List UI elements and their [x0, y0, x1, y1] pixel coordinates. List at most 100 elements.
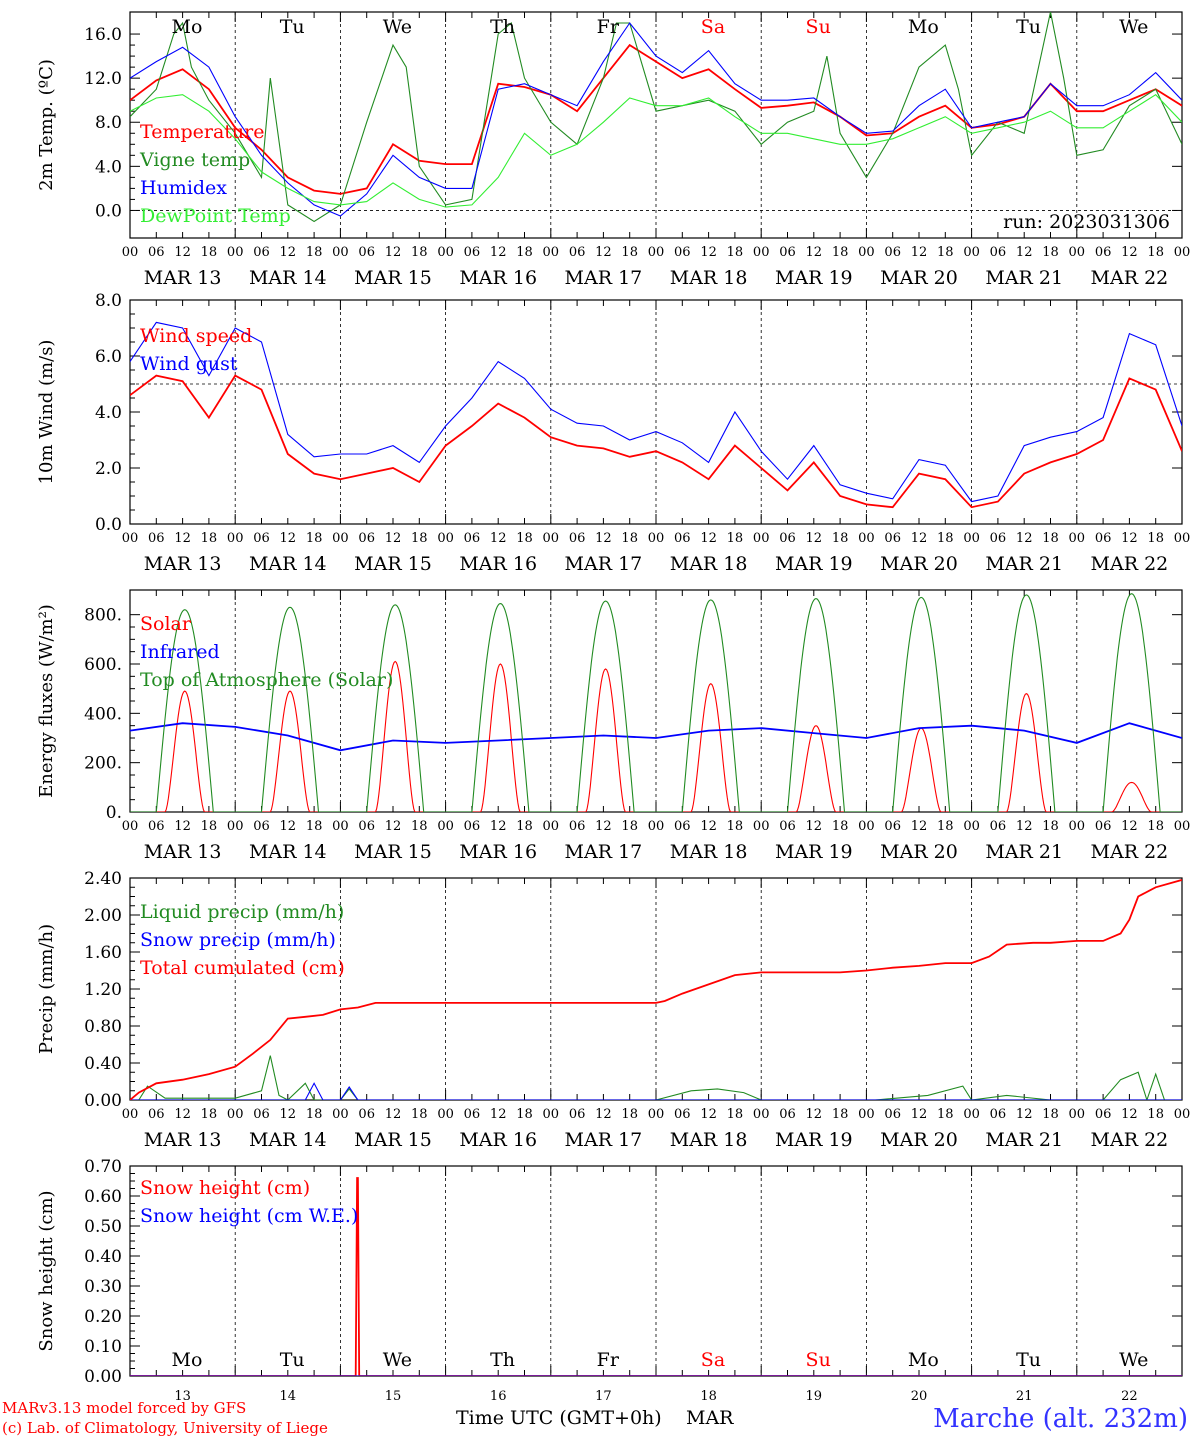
weekday-label: Fr — [597, 1349, 620, 1371]
day-label: MAR 15 — [354, 841, 432, 863]
y-tick-label: 16.0 — [84, 25, 122, 45]
hour-tick-label: 12 — [806, 531, 823, 546]
hour-tick-label: 18 — [411, 1107, 428, 1122]
hour-tick-label: 06 — [674, 819, 691, 834]
hour-tick-label: 00 — [332, 1107, 349, 1122]
y-tick-label: 0.00 — [84, 1367, 122, 1387]
hour-tick-label: 18 — [516, 819, 533, 834]
footer-lab: (c) Lab. of Climatology, University of L… — [2, 1419, 328, 1437]
hour-tick-label: 06 — [990, 819, 1007, 834]
hour-tick-label: 00 — [543, 819, 560, 834]
day-number-label: 20 — [911, 1389, 928, 1404]
y-tick-label: 0.0 — [95, 201, 122, 221]
series-line-temperature — [130, 43, 1182, 195]
weekday-label: Su — [806, 1349, 831, 1371]
hour-tick-label: 00 — [437, 531, 454, 546]
weekday-label: Th — [490, 1349, 515, 1371]
day-label: MAR 17 — [565, 267, 643, 289]
day-label: MAR 20 — [880, 553, 958, 575]
hour-tick-label: 12 — [490, 819, 507, 834]
hour-tick-label: 18 — [201, 245, 218, 260]
day-number-label: 13 — [174, 1389, 191, 1404]
hour-tick-label: 00 — [858, 245, 875, 260]
hour-tick-label: 12 — [1016, 245, 1033, 260]
hour-tick-label: 00 — [122, 245, 139, 260]
hour-tick-label: 18 — [1042, 819, 1059, 834]
hour-tick-label: 00 — [122, 819, 139, 834]
hour-tick-label: 00 — [648, 1107, 665, 1122]
hour-tick-label: 12 — [911, 531, 928, 546]
hour-tick-label: 06 — [464, 245, 481, 260]
hour-tick-label: 18 — [937, 245, 954, 260]
hour-tick-label: 12 — [595, 1107, 612, 1122]
day-label: MAR 13 — [144, 267, 222, 289]
day-label: MAR 22 — [1091, 1129, 1169, 1151]
hour-tick-label: 06 — [990, 245, 1007, 260]
weekday-label: Mo — [172, 16, 203, 38]
panel-2: 0.0 2.0 4.0 6.0 8.0 10m Wind (m/s) Wind speed W… — [36, 291, 1190, 575]
hour-tick-label: 12 — [595, 819, 612, 834]
series-line-vigne-temp — [130, 12, 1182, 223]
day-label: MAR 21 — [985, 1129, 1063, 1151]
day-number-label: 22 — [1121, 1389, 1138, 1404]
series-group — [130, 12, 1182, 223]
day-label: MAR 18 — [670, 553, 748, 575]
series-line-wind-speed — [130, 374, 1182, 509]
hour-tick-label: 12 — [1016, 1107, 1033, 1122]
hour-tick-label: 12 — [385, 819, 402, 834]
hour-tick-label: 12 — [174, 819, 191, 834]
day-label: MAR 22 — [1091, 267, 1169, 289]
day-label: MAR 16 — [459, 553, 537, 575]
hour-tick-label: 06 — [674, 1107, 691, 1122]
hour-tick-label: 12 — [595, 531, 612, 546]
legend-entry: Top of Atmosphere (Solar) — [140, 669, 393, 691]
hour-tick-label: 12 — [280, 245, 297, 260]
weekday-label: Sa — [701, 1349, 725, 1371]
day-label: MAR 17 — [565, 841, 643, 863]
run-label: run: 2023031306 — [1003, 211, 1170, 233]
hour-tick-label: 06 — [253, 819, 270, 834]
hour-tick-label: 00 — [648, 819, 665, 834]
y-tick-label: 2.00 — [84, 906, 122, 926]
hour-tick-label: 12 — [174, 245, 191, 260]
series-group — [130, 1177, 1182, 1376]
series-line-dewpoint-temp — [130, 93, 1182, 208]
y-tick-label: 0.40 — [84, 1247, 122, 1267]
hour-tick-label: 18 — [621, 245, 638, 260]
day-label: MAR 13 — [144, 553, 222, 575]
y-tick-label: 600. — [84, 655, 122, 675]
hour-tick-label: 18 — [727, 531, 744, 546]
hour-tick-label: 18 — [621, 531, 638, 546]
day-number-label: 15 — [385, 1389, 402, 1404]
hour-tick-label: 00 — [963, 245, 980, 260]
day-label: MAR 15 — [354, 553, 432, 575]
hour-tick-label: 00 — [1069, 245, 1086, 260]
hour-tick-label: 18 — [1042, 531, 1059, 546]
hour-tick-label: 12 — [700, 819, 717, 834]
hour-tick-label: 12 — [280, 819, 297, 834]
panel-4: 0.00 0.40 0.80 1.20 1.60 2.00 2.40 Precip (mm/h… — [36, 869, 1190, 1151]
y-tick-label: 0.40 — [84, 1054, 122, 1074]
series-line-snow-precip-mm-h- — [130, 1082, 1182, 1100]
day-number-label: 14 — [280, 1389, 297, 1404]
hour-tick-label: 18 — [516, 245, 533, 260]
day-label: MAR 15 — [354, 1129, 432, 1151]
hour-tick-label: 06 — [358, 819, 375, 834]
legend-entry: Snow precip (mm/h) — [140, 929, 336, 951]
day-label: MAR 19 — [775, 553, 853, 575]
series-line-top-of-atmosphere-solar- — [130, 593, 1182, 812]
hour-tick-label: 12 — [700, 1107, 717, 1122]
legend-entry: Humidex — [140, 177, 227, 199]
hour-tick-label: 00 — [648, 245, 665, 260]
y-tick-label: 0.10 — [84, 1337, 122, 1357]
hour-tick-label: 12 — [700, 245, 717, 260]
hour-tick-label: 18 — [937, 531, 954, 546]
hour-tick-label: 06 — [569, 245, 586, 260]
hour-tick-label: 18 — [1042, 1107, 1059, 1122]
hour-tick-label: 00 — [753, 819, 770, 834]
legend-entry: Infrared — [140, 641, 220, 663]
hour-tick-label: 12 — [806, 245, 823, 260]
weekday-label: We — [383, 1349, 412, 1371]
hour-tick-label: 00 — [543, 531, 560, 546]
hour-tick-label: 12 — [280, 1107, 297, 1122]
